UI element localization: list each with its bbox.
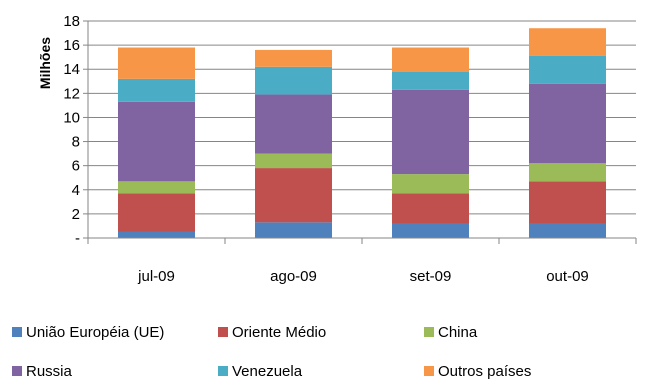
x-tick-label: jul-09: [137, 268, 175, 285]
legend-swatch: [424, 327, 434, 337]
legend-swatch: [218, 366, 228, 376]
y-axis-label: Milhões: [37, 37, 53, 89]
y-tick-label: 10: [63, 109, 80, 126]
bar-segment: [392, 71, 469, 90]
bar-segment: [255, 222, 332, 238]
bar-segment: [392, 193, 469, 224]
bar-segment: [255, 168, 332, 223]
y-tick-label: 8: [72, 134, 80, 151]
legend-swatch: [424, 366, 434, 376]
y-tick-label: 14: [63, 61, 80, 78]
legend-swatch: [12, 366, 22, 376]
bar-segment: [255, 153, 332, 169]
bar-segment: [118, 47, 195, 79]
bar-segment: [392, 89, 469, 175]
bar-segment: [255, 49, 332, 67]
bar-segment: [118, 193, 195, 232]
y-tick-label: 2: [72, 206, 80, 223]
y-tick-label: -: [75, 230, 80, 247]
bar-segment: [392, 47, 469, 72]
y-tick-label: 12: [63, 85, 80, 102]
bar-segment: [118, 101, 195, 182]
bar-segment: [118, 78, 195, 102]
bar-segment: [529, 83, 606, 164]
legend-label: União Européia (UE): [26, 324, 164, 341]
legend-label: Venezuela: [232, 363, 303, 380]
y-tick-label: 16: [63, 37, 80, 54]
bar-segment: [529, 223, 606, 238]
y-tick-label: 18: [63, 13, 80, 30]
y-tick-label: 4: [72, 182, 80, 199]
bar-segment: [529, 181, 606, 224]
legend-label: Oriente Médio: [232, 324, 326, 341]
x-tick-label: out-09: [546, 268, 589, 285]
bar-segment: [118, 231, 195, 238]
bar-segment: [529, 55, 606, 84]
legend-swatch: [12, 327, 22, 337]
x-tick-label: set-09: [410, 268, 452, 285]
legend: União Européia (UE) Oriente Médio China Rus…: [12, 324, 531, 380]
legend-swatch: [218, 327, 228, 337]
legend-label: Outros países: [438, 363, 531, 380]
bar-segment: [118, 181, 195, 194]
bar-segment: [392, 174, 469, 194]
bar-segment: [529, 28, 606, 56]
x-tick-label: ago-09: [270, 268, 317, 285]
legend-label: Russia: [26, 363, 73, 380]
bar-segment: [392, 223, 469, 238]
legend-label: China: [438, 324, 478, 341]
bar-segment: [529, 163, 606, 182]
axes: - 2 4 6 8 10 12 14 16 18 jul-09 ago-09 set-09 out-09: [63, 13, 637, 285]
bar-segment: [255, 94, 332, 154]
bar-segment: [255, 66, 332, 95]
bars: [118, 28, 606, 238]
y-tick-label: 6: [72, 158, 80, 175]
